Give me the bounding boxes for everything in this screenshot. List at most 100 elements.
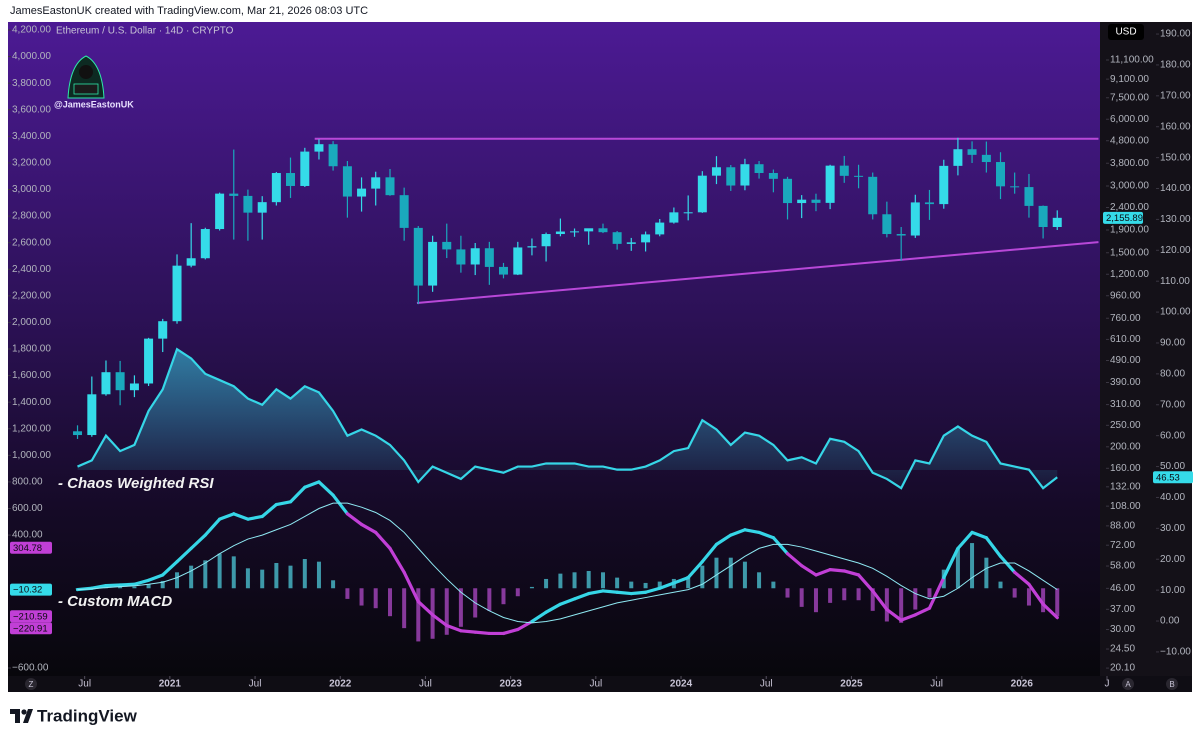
- candle-body: [371, 177, 381, 189]
- axis-button-label[interactable]: Z: [29, 680, 34, 689]
- macd-line: [317, 480, 335, 497]
- candle-body: [612, 232, 622, 244]
- candle-body: [101, 372, 111, 395]
- candle-body: [896, 234, 906, 236]
- y-tick-label: 490.00: [1110, 355, 1141, 366]
- macd-histogram-bar: [1026, 588, 1031, 606]
- candle-body: [527, 246, 537, 248]
- y2-tick-label: 160.00: [1160, 121, 1191, 132]
- macd-line: [700, 542, 719, 564]
- y-tick-label: 9,100.00: [1110, 74, 1149, 85]
- macd-line: [132, 578, 151, 586]
- y-tick-label: 1,900.00: [1110, 225, 1149, 236]
- x-tick-label: 2025: [840, 679, 863, 690]
- macd-line: [615, 590, 633, 596]
- last-value-label: 304.78: [13, 543, 42, 554]
- axis-button[interactable]: [25, 678, 37, 690]
- axis-button-label[interactable]: A: [1125, 680, 1131, 689]
- macd-histogram-bar: [274, 563, 279, 589]
- macd-histogram-bar: [742, 561, 747, 589]
- macd-histogram-bar: [629, 581, 634, 589]
- y2-tick-label: 60.00: [1160, 430, 1185, 441]
- macd-histogram-bar: [757, 572, 762, 589]
- macd-line: [984, 536, 1003, 558]
- macd-histogram-bar: [217, 553, 222, 589]
- y3-tick-label: 800.00: [12, 477, 43, 488]
- macd-line: [1041, 602, 1059, 620]
- candle-body: [87, 394, 97, 436]
- y3-tick-label: 3,200.00: [12, 158, 51, 169]
- macd-line: [587, 589, 605, 596]
- macd-line: [416, 599, 435, 617]
- y-tick-label: 30.00: [1110, 624, 1135, 635]
- macd-line: [331, 493, 350, 516]
- macd-line: [473, 630, 491, 636]
- y-tick-label: 132.00: [1110, 481, 1141, 492]
- rsi-label: - Chaos Weighted RSI: [58, 475, 214, 492]
- macd-histogram-bar: [316, 561, 321, 589]
- candle-body: [484, 248, 494, 267]
- macd-line: [104, 583, 122, 588]
- y-tick-label: 24.50: [1110, 644, 1135, 655]
- macd-line: [303, 480, 321, 489]
- y-tick-label: 4,800.00: [1110, 135, 1149, 146]
- y2-tick-label: 50.00: [1160, 461, 1185, 472]
- macd-histogram-bar: [444, 588, 449, 635]
- candle-body: [797, 199, 807, 204]
- x-tick-label: 2022: [329, 679, 352, 690]
- macd-histogram-bar: [615, 577, 620, 589]
- y-tick-label: 1,500.00: [1110, 247, 1149, 258]
- brand-logo: [10, 709, 33, 723]
- macd-line: [161, 560, 179, 577]
- brand-name: TradingView: [37, 706, 138, 725]
- y2-tick-label: 70.00: [1160, 399, 1185, 410]
- header-text: JamesEastonUK created with TradingView.c…: [10, 5, 368, 17]
- last-value-label: −210.59: [13, 611, 48, 622]
- candle-body: [910, 202, 920, 236]
- macd-line: [530, 610, 548, 624]
- candle-body: [243, 195, 253, 213]
- macd-line: [146, 573, 165, 582]
- macd-histogram-bar: [828, 588, 833, 603]
- candle-body: [641, 234, 651, 243]
- y2-tick-label: 100.00: [1160, 307, 1191, 318]
- macd-histogram-bar: [288, 565, 293, 589]
- candle-body: [981, 154, 991, 163]
- candle-body: [584, 228, 594, 232]
- candle-body: [570, 231, 580, 233]
- macd-histogram-bar: [558, 573, 563, 589]
- candle-body: [939, 165, 949, 205]
- chart-title: Ethereum / U.S. Dollar · 14D · CRYPTO: [56, 26, 234, 37]
- macd-histogram-bar: [899, 588, 904, 623]
- y3-tick-label: 3,800.00: [12, 78, 51, 89]
- macd-histogram-bar: [302, 559, 307, 589]
- y2-tick-label: 90.00: [1160, 338, 1185, 349]
- candle-body: [697, 175, 707, 213]
- macd-line: [814, 568, 832, 577]
- macd-line: [998, 554, 1017, 574]
- macd-line: [672, 576, 690, 585]
- macd-histogram-bar: [515, 588, 520, 597]
- y3-tick-label: 3,400.00: [12, 131, 51, 142]
- candle-body: [783, 178, 793, 204]
- y-tick-label: 46.00: [1110, 583, 1135, 594]
- axis-button-label[interactable]: B: [1169, 680, 1174, 689]
- candle-body: [924, 202, 934, 205]
- y3-tick-label: 1,400.00: [12, 397, 51, 408]
- axis-button[interactable]: [1166, 678, 1178, 690]
- x-tick-label: 2026: [1011, 679, 1034, 690]
- macd-line: [942, 546, 960, 580]
- y3-tick-label: 2,200.00: [12, 290, 51, 301]
- y-tick-label: 58.00: [1110, 561, 1135, 572]
- macd-histogram-bar: [700, 565, 705, 589]
- axis-button[interactable]: [1122, 678, 1134, 690]
- macd-line: [203, 517, 222, 537]
- candle-body: [73, 431, 83, 436]
- macd-line: [274, 500, 293, 507]
- macd-line: [913, 606, 932, 617]
- y2-tick-label: 10.00: [1160, 585, 1185, 596]
- y-tick-label: 310.00: [1110, 399, 1141, 410]
- macd-line: [175, 546, 193, 564]
- candle-body: [953, 149, 963, 166]
- x-tick-label: 2023: [500, 679, 523, 690]
